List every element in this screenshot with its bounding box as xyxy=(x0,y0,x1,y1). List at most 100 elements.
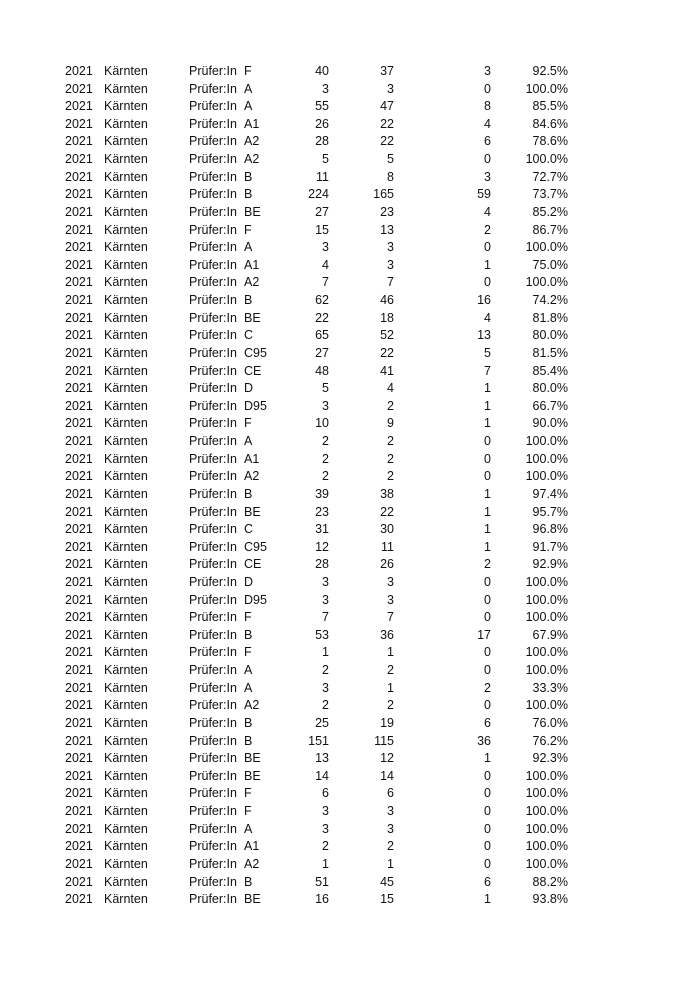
region-cell: Kärnten xyxy=(104,416,148,431)
role-cell: Prüfer:In xyxy=(189,451,237,466)
total-cell: 3 xyxy=(322,574,329,589)
region-cell: Kärnten xyxy=(104,64,148,78)
passed-cell: 3 xyxy=(387,240,394,255)
role-cell: Prüfer:In xyxy=(189,663,237,678)
role-cell: Prüfer:In xyxy=(189,821,237,836)
total-cell: 16 xyxy=(315,892,329,907)
pass-rate-cell: 100.0% xyxy=(525,698,568,713)
year-cell: 2021 xyxy=(65,698,93,713)
passed-cell: 23 xyxy=(380,204,394,219)
passed-cell: 9 xyxy=(387,416,394,431)
passed-cell: 3 xyxy=(387,574,394,589)
region-cell: Kärnten xyxy=(104,627,148,642)
total-cell: 1 xyxy=(322,856,329,871)
passed-cell: 22 xyxy=(380,116,394,131)
failed-cell: 6 xyxy=(484,874,491,889)
pass-rate-cell: 80.0% xyxy=(532,328,568,343)
year-cell: 2021 xyxy=(65,345,93,360)
total-cell: 3 xyxy=(322,592,329,607)
failed-cell: 0 xyxy=(484,81,491,96)
pass-rate-cell: 73.7% xyxy=(532,187,568,202)
total-cell: 3 xyxy=(322,398,329,413)
region-cell: Kärnten xyxy=(104,592,148,607)
role-cell: Prüfer:In xyxy=(189,152,237,167)
table-row: 2021 Kärnten Prüfer:In C95 12 11 1 91.7% xyxy=(0,539,700,557)
region-cell: Kärnten xyxy=(104,768,148,783)
year-cell: 2021 xyxy=(65,381,93,396)
year-cell: 2021 xyxy=(65,363,93,378)
license-class-cell: BE xyxy=(244,204,261,219)
license-class-cell: A xyxy=(244,680,253,695)
license-class-cell: A1 xyxy=(244,257,260,272)
region-cell: Kärnten xyxy=(104,522,148,537)
region-cell: Kärnten xyxy=(104,610,148,625)
failed-cell: 0 xyxy=(484,804,491,819)
pass-rate-cell: 100.0% xyxy=(525,610,568,625)
pass-rate-cell: 100.0% xyxy=(525,451,568,466)
pass-rate-cell: 100.0% xyxy=(525,821,568,836)
failed-cell: 0 xyxy=(484,451,491,466)
passed-cell: 3 xyxy=(387,804,394,819)
license-class-cell: A2 xyxy=(244,856,260,871)
passed-cell: 2 xyxy=(387,698,394,713)
role-cell: Prüfer:In xyxy=(189,381,237,396)
failed-cell: 1 xyxy=(484,751,491,766)
table-row: 2021 Kärnten Prüfer:In F 3 3 0 100.0% xyxy=(0,803,700,821)
pass-rate-cell: 96.8% xyxy=(532,522,568,537)
region-cell: Kärnten xyxy=(104,892,148,907)
table-row: 2021 Kärnten Prüfer:In A2 2 2 0 100.0% xyxy=(0,468,700,486)
year-cell: 2021 xyxy=(65,257,93,272)
region-cell: Kärnten xyxy=(104,116,148,131)
role-cell: Prüfer:In xyxy=(189,574,237,589)
failed-cell: 1 xyxy=(484,381,491,396)
total-cell: 65 xyxy=(315,328,329,343)
license-class-cell: B xyxy=(244,715,253,730)
pass-rate-cell: 100.0% xyxy=(525,856,568,871)
year-cell: 2021 xyxy=(65,469,93,484)
table-row: 2021 Kärnten Prüfer:In C 65 52 13 80.0% xyxy=(0,327,700,345)
pass-rate-cell: 92.5% xyxy=(532,64,568,78)
role-cell: Prüfer:In xyxy=(189,328,237,343)
license-class-cell: B xyxy=(244,293,253,308)
total-cell: 7 xyxy=(322,610,329,625)
region-cell: Kärnten xyxy=(104,856,148,871)
total-cell: 2 xyxy=(322,663,329,678)
failed-cell: 0 xyxy=(484,856,491,871)
total-cell: 23 xyxy=(315,504,329,519)
license-class-cell: BE xyxy=(244,310,261,325)
license-class-cell: B xyxy=(244,187,253,202)
failed-cell: 36 xyxy=(477,733,491,748)
year-cell: 2021 xyxy=(65,839,93,854)
failed-cell: 0 xyxy=(484,434,491,449)
pass-rate-cell: 85.2% xyxy=(532,204,568,219)
pass-rate-cell: 92.3% xyxy=(532,751,568,766)
region-cell: Kärnten xyxy=(104,293,148,308)
region-cell: Kärnten xyxy=(104,715,148,730)
license-class-cell: F xyxy=(244,610,252,625)
pass-rate-cell: 100.0% xyxy=(525,81,568,96)
passed-cell: 3 xyxy=(387,592,394,607)
pass-rate-cell: 33.3% xyxy=(532,680,568,695)
region-cell: Kärnten xyxy=(104,257,148,272)
year-cell: 2021 xyxy=(65,610,93,625)
year-cell: 2021 xyxy=(65,187,93,202)
table-row: 2021 Kärnten Prüfer:In C 31 30 1 96.8% xyxy=(0,521,700,539)
pass-rate-cell: 93.8% xyxy=(532,892,568,907)
failed-cell: 0 xyxy=(484,574,491,589)
passed-cell: 7 xyxy=(387,275,394,290)
role-cell: Prüfer:In xyxy=(189,99,237,114)
pass-rate-cell: 100.0% xyxy=(525,469,568,484)
passed-cell: 22 xyxy=(380,134,394,149)
failed-cell: 0 xyxy=(484,592,491,607)
table-row: 2021 Kärnten Prüfer:In A 2 2 0 100.0% xyxy=(0,433,700,451)
year-cell: 2021 xyxy=(65,663,93,678)
total-cell: 12 xyxy=(315,539,329,554)
year-cell: 2021 xyxy=(65,116,93,131)
total-cell: 53 xyxy=(315,627,329,642)
total-cell: 10 xyxy=(315,416,329,431)
role-cell: Prüfer:In xyxy=(189,363,237,378)
role-cell: Prüfer:In xyxy=(189,645,237,660)
region-cell: Kärnten xyxy=(104,733,148,748)
pass-rate-cell: 72.7% xyxy=(532,169,568,184)
region-cell: Kärnten xyxy=(104,363,148,378)
